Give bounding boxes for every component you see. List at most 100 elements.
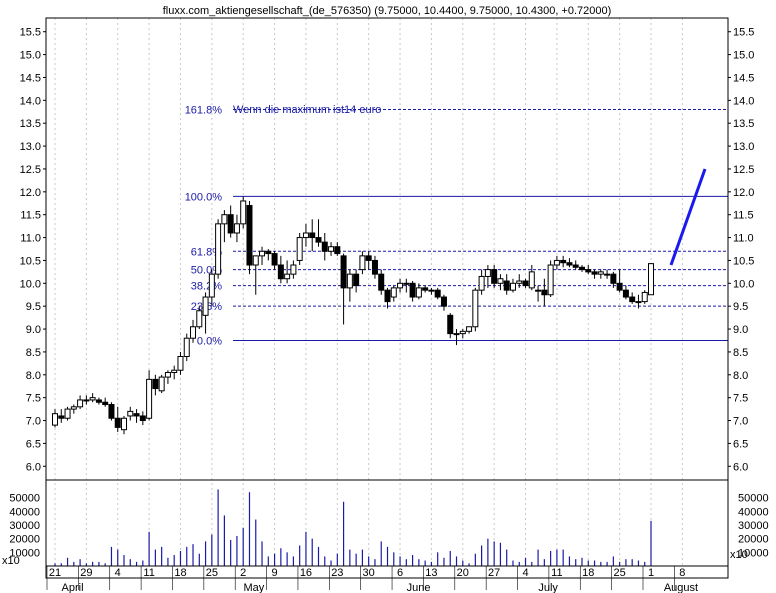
candle-body [309, 232, 316, 239]
candle-body [302, 232, 309, 239]
candle-body [58, 415, 65, 419]
candle-body [459, 330, 466, 335]
candle-body [328, 246, 335, 252]
y-tick-label-right: 15.5 [733, 27, 754, 39]
y-axis-right: 6.0 6.5 7.0 7.5 8.0 8.5 9.0 9.5 10.0 10.5 11.0 11.5… [728, 27, 754, 473]
candle-body [190, 326, 197, 339]
candle-body [183, 337, 190, 357]
y-axis-left: 6.0 6.5 7.0 7.5 8.0 8.5 9.0 9.5 10.0 10.5 11.0 11.5… [20, 27, 46, 473]
candle-body [296, 237, 303, 261]
y-tick-label-left: 14.0 [20, 95, 41, 107]
x-tick-label: 6 [397, 567, 403, 579]
grid-lines [54, 18, 683, 566]
candle-body [409, 282, 416, 298]
volume-tick-label-right: 20000 [738, 534, 769, 546]
candle-body [77, 399, 84, 408]
candle-body [158, 376, 165, 392]
candle-body [133, 413, 140, 417]
y-tick-label-left: 11.0 [20, 233, 41, 245]
candle-body [146, 378, 153, 419]
candle-body [252, 255, 259, 266]
y-tick-label-right: 9.5 [733, 301, 748, 313]
projection-line [669, 168, 707, 266]
candle-body [648, 263, 654, 296]
annotation-text: Wenn die maximum ist14 euro [233, 104, 381, 116]
y-tick-label-left: 12.0 [20, 187, 41, 199]
volume-tick-label-right: 10000 [738, 547, 769, 559]
candle-body [202, 296, 209, 316]
panel-frames [45, 17, 729, 579]
candle-body [164, 372, 171, 378]
y-tick-label-left: 8.5 [26, 347, 41, 359]
candle-body [591, 271, 598, 275]
x-tick-label: 4 [115, 567, 121, 579]
y-tick-label-right: 15.0 [733, 50, 754, 62]
fib-level-label: 61.8% [191, 246, 222, 258]
candle-body [227, 214, 234, 234]
x-tick-label: 11 [551, 567, 562, 579]
candle-body [478, 275, 485, 291]
projection-arrow [669, 168, 707, 266]
candle-body [491, 269, 498, 284]
candle-body [246, 205, 253, 266]
candle-body [196, 310, 203, 328]
y-tick-label-right: 7.0 [733, 416, 748, 428]
x-tick-label: 29 [80, 567, 92, 579]
volume-unit-label-right: x10 [730, 549, 748, 561]
candle-body [52, 413, 58, 426]
fib-level-label: 161.8% [185, 104, 223, 116]
y-tick-label-left: 9.0 [26, 324, 41, 336]
x-tick-label: 20 [457, 567, 469, 579]
fibonacci-levels: 161.8%100.0%61.8%50.0%38.2%23.6%0.0% [185, 104, 728, 347]
y-tick-label-right: 13.5 [733, 118, 754, 130]
candle-body [528, 271, 535, 289]
x-tick-label: 18 [174, 567, 186, 579]
candle-body [497, 278, 504, 284]
y-tick-label-left: 6.5 [26, 438, 41, 450]
candle-body [121, 417, 128, 431]
x-tick-label: 13 [425, 567, 437, 579]
candle-body [152, 378, 159, 390]
x-tick-label: 2 [240, 567, 246, 579]
fib-level-label: 38.2% [191, 281, 222, 293]
candle-body [622, 289, 629, 298]
candle-body [516, 280, 523, 284]
candle-body [378, 273, 385, 291]
candle-body [610, 273, 617, 284]
y-tick-label-left: 8.0 [26, 370, 41, 382]
candle-body [616, 282, 623, 291]
candle-body [453, 333, 460, 336]
chart-title: fluxx.com_aktiengesellschaft_(de_576350)… [163, 5, 612, 17]
fib-level-label: 0.0% [197, 335, 222, 347]
y-tick-label-left: 11.5 [20, 210, 41, 222]
volume-tick-label-left: 40000 [9, 506, 40, 518]
x-tick-label: 8 [679, 567, 685, 579]
x-tick-label: 23 [331, 567, 343, 579]
candle-body [553, 259, 560, 266]
candle-body [240, 200, 247, 225]
candle-body [578, 266, 585, 271]
candle-body [365, 255, 372, 261]
candle-body [346, 273, 353, 289]
candle-body [334, 246, 341, 255]
y-tick-label-left: 15.0 [20, 50, 41, 62]
candle-body [384, 289, 391, 303]
candle-body [572, 264, 579, 268]
y-tick-label-right: 9.0 [733, 324, 748, 336]
volume-tick-label-left: 50000 [9, 493, 40, 505]
volume-bars [54, 489, 652, 566]
candle-body [585, 269, 592, 273]
volume-tick-label-right: 50000 [738, 493, 769, 505]
candle-body [484, 269, 491, 277]
candle-body [522, 280, 529, 287]
y-tick-label-right: 14.0 [733, 95, 754, 107]
candle-body [340, 255, 347, 289]
candle-body [422, 287, 429, 291]
candle-body [535, 289, 542, 292]
y-tick-label-right: 10.5 [733, 255, 754, 267]
y-tick-label-left: 7.5 [26, 393, 41, 405]
candle-body [629, 296, 636, 303]
candle-body [221, 214, 228, 225]
y-tick-label-right: 7.5 [733, 393, 748, 405]
